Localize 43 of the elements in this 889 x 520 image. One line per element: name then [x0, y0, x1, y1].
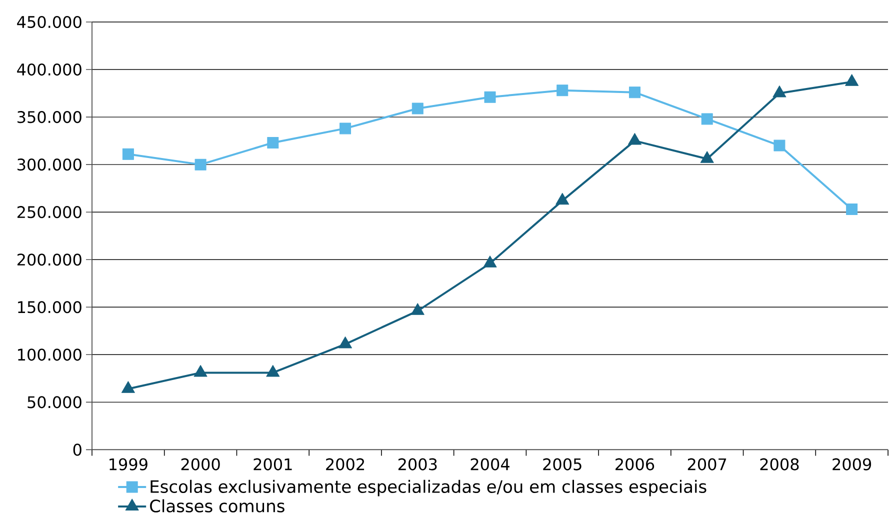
point — [410, 303, 424, 315]
legend-label: Escolas exclusivamente especializadas e/ou em classes especiais — [150, 480, 706, 496]
x-tick-label: 2006 — [616, 458, 654, 470]
point — [700, 151, 714, 163]
point — [338, 336, 352, 348]
x-tick-label: 2000 — [181, 458, 220, 470]
point — [701, 113, 713, 125]
x-tick-label: 2001 — [254, 458, 292, 470]
x-tick-label: 2003 — [398, 458, 437, 470]
y-tick-label: 350.000 — [18, 110, 82, 124]
x-tick-label: 2007 — [688, 458, 726, 470]
point — [483, 256, 497, 268]
legend-label: Classes comuns — [150, 499, 284, 512]
y-tick-label: 450.000 — [17, 16, 82, 28]
y-tick-label: 400.000 — [17, 63, 82, 76]
x-tick-label: 2008 — [760, 458, 799, 470]
y-tick-label: 100.000 — [18, 348, 82, 361]
x-tick-label: 2005 — [543, 458, 582, 470]
x-tick-label: 2004 — [470, 458, 510, 470]
point — [266, 364, 280, 377]
point — [194, 158, 206, 170]
y-tick-label: 250.000 — [17, 206, 82, 218]
x-tick-label: 2009 — [832, 458, 872, 470]
y-tick-label: 50.000 — [28, 396, 82, 408]
point — [340, 122, 352, 134]
x-tick-label: 1999 — [110, 458, 148, 470]
point — [846, 203, 858, 215]
point — [122, 148, 134, 160]
point — [628, 86, 640, 98]
y-tick-label: 200.000 — [17, 254, 82, 266]
point — [484, 91, 496, 103]
point — [194, 364, 208, 377]
point — [121, 381, 135, 393]
y-tick-label: 150.000 — [18, 301, 82, 314]
point — [556, 192, 570, 205]
point — [267, 136, 279, 148]
y-tick-label: 300.000 — [18, 158, 82, 171]
point — [774, 140, 786, 152]
x-tick-label: 2002 — [326, 458, 364, 470]
point — [628, 133, 642, 145]
point — [412, 102, 424, 114]
y-tick-label: 0 — [73, 444, 82, 456]
point — [556, 84, 568, 96]
